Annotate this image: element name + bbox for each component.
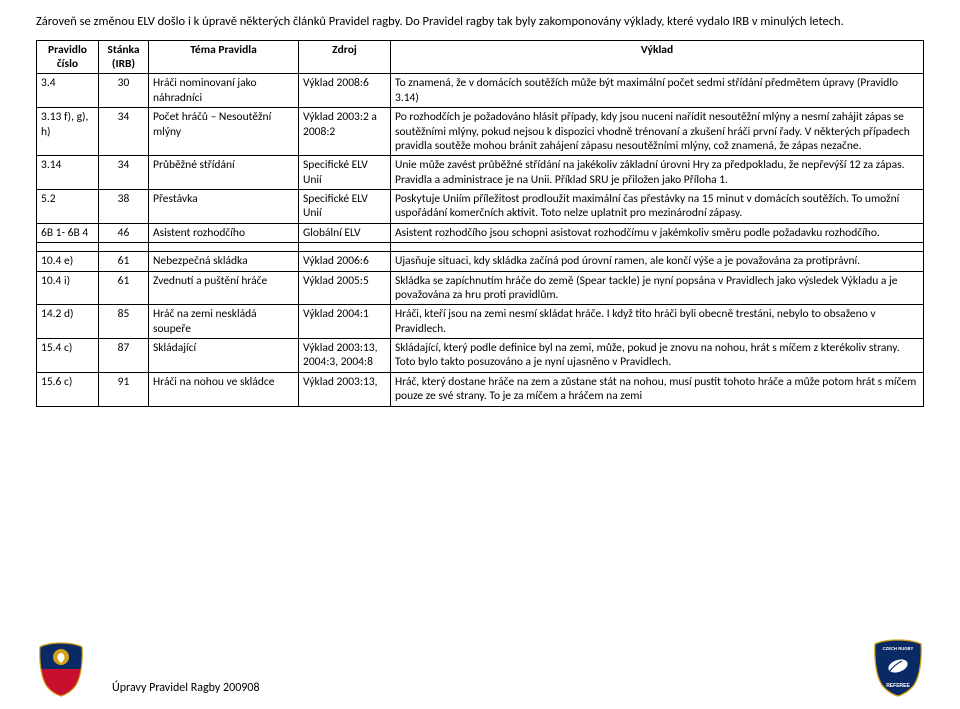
cell-source: Globální ELV — [299, 223, 391, 242]
cell-topic: Asistent rozhodčího — [149, 223, 299, 242]
cell-rule: 3.14 — [37, 156, 99, 190]
th-source: Zdroj — [299, 40, 391, 74]
cell-desc: Skládající, který podle definice byl na … — [391, 339, 924, 373]
table-row: 5.238PřestávkaSpecifické ELV UniíPoskytu… — [37, 190, 924, 224]
th-desc: Výklad — [391, 40, 924, 74]
cell-desc: Skládka se zapíchnutím hráče do země (Sp… — [391, 271, 924, 305]
cell-desc: Hráči, kteří jsou na zemi nesmí skládat … — [391, 305, 924, 339]
cell-page: 38 — [99, 190, 149, 224]
cell-page: 46 — [99, 223, 149, 242]
cell-rule: 15.4 c) — [37, 339, 99, 373]
cell-desc: Asistent rozhodčího jsou schopni asistov… — [391, 223, 924, 242]
footer-text: Úpravy Pravidel Ragby 200908 — [112, 681, 260, 695]
th-topic: Téma Pravidla — [149, 40, 299, 74]
cell-source: Výklad 2006:6 — [299, 252, 391, 271]
cell-page: 34 — [99, 108, 149, 156]
cell-topic: Přestávka — [149, 190, 299, 224]
cell-page: 91 — [99, 372, 149, 406]
cell-source: Výklad 2008:6 — [299, 74, 391, 108]
cell-topic: Nebezpečná skládka — [149, 252, 299, 271]
cell-rule: 5.2 — [37, 190, 99, 224]
cell-source: Specifické ELV Unií — [299, 190, 391, 224]
cell-source: Výklad 2003:13, — [299, 372, 391, 406]
table-row: 15.4 c)87SkládajícíVýklad 2003:13, 2004:… — [37, 339, 924, 373]
cell-rule: 14.2 d) — [37, 305, 99, 339]
cell-topic: Hráč na zemi neskládá soupeře — [149, 305, 299, 339]
cell-page: 61 — [99, 271, 149, 305]
cell-page: 30 — [99, 74, 149, 108]
cell-desc: Poskytuje Uniím příležitost prodloužit m… — [391, 190, 924, 224]
cell-rule: 3.4 — [37, 74, 99, 108]
cell-topic: Hráči nominovaní jako náhradníci — [149, 74, 299, 108]
cell-desc: Hráč, který dostane hráče na zem a zůsta… — [391, 372, 924, 406]
table-row: 10.4 e)61Nebezpečná skládkaVýklad 2006:6… — [37, 252, 924, 271]
table-row: 3.1434Průběžné střídáníSpecifické ELV Un… — [37, 156, 924, 190]
logo-top-label: CZECH RUGBY — [883, 646, 914, 651]
cell-topic: Zvednutí a puštění hráče — [149, 271, 299, 305]
rules-table: Pravidlo číslo Stánka (IRB) Téma Pravidl… — [36, 40, 924, 407]
cell-desc: To znamená, že v domácích soutěžích může… — [391, 74, 924, 108]
table-gap-row — [37, 243, 924, 252]
referee-logo-icon: CZECH RUGBY REFEREE — [872, 639, 924, 701]
table-row: 6B 1- 6B 446Asistent rozhodčíhoGlobální … — [37, 223, 924, 242]
cell-page: 85 — [99, 305, 149, 339]
cell-desc: Po rozhodčích je požadováno hlásit přípa… — [391, 108, 924, 156]
cell-page: 87 — [99, 339, 149, 373]
cell-rule: 10.4 e) — [37, 252, 99, 271]
cell-topic: Skládající — [149, 339, 299, 373]
cell-desc: Unie může zavést průběžné střídání na ja… — [391, 156, 924, 190]
cell-topic: Počet hráčů – Nesoutěžní mlýny — [149, 108, 299, 156]
table-row: 3.13 f), g), h)34Počet hráčů – Nesoutěžn… — [37, 108, 924, 156]
cell-rule: 15.6 c) — [37, 372, 99, 406]
cell-topic: Hráči na nohou ve skládce — [149, 372, 299, 406]
cell-page: 61 — [99, 252, 149, 271]
cell-rule: 10.4 i) — [37, 271, 99, 305]
table-header-row: Pravidlo číslo Stánka (IRB) Téma Pravidl… — [37, 40, 924, 74]
logo-bottom-label: REFEREE — [886, 683, 910, 689]
cell-source: Výklad 2005:5 — [299, 271, 391, 305]
cell-source: Výklad 2003:2 a 2008:2 — [299, 108, 391, 156]
cell-source: Specifické ELV Unií — [299, 156, 391, 190]
th-page: Stánka (IRB) — [99, 40, 149, 74]
cell-source: Výklad 2003:13, 2004:3, 2004:8 — [299, 339, 391, 373]
cell-desc: Ujasňuje situaci, kdy skládka začíná pod… — [391, 252, 924, 271]
cell-page: 34 — [99, 156, 149, 190]
table-row: 15.6 c)91Hráči na nohou ve skládceVýklad… — [37, 372, 924, 406]
table-row: 10.4 i)61Zvednutí a puštění hráčeVýklad … — [37, 271, 924, 305]
intro-text: Zároveň se změnou ELV došlo i k úpravě n… — [36, 14, 924, 30]
page-footer: Úpravy Pravidel Ragby 200908 CZECH RUGBY… — [36, 643, 924, 701]
cell-rule: 6B 1- 6B 4 — [37, 223, 99, 242]
union-logo-icon — [36, 641, 86, 701]
cell-source: Výklad 2004:1 — [299, 305, 391, 339]
cell-topic: Průběžné střídání — [149, 156, 299, 190]
table-row: 3.430Hráči nominovaní jako náhradníciVýk… — [37, 74, 924, 108]
table-row: 14.2 d)85Hráč na zemi neskládá soupeřeVý… — [37, 305, 924, 339]
cell-rule: 3.13 f), g), h) — [37, 108, 99, 156]
th-rule: Pravidlo číslo — [37, 40, 99, 74]
